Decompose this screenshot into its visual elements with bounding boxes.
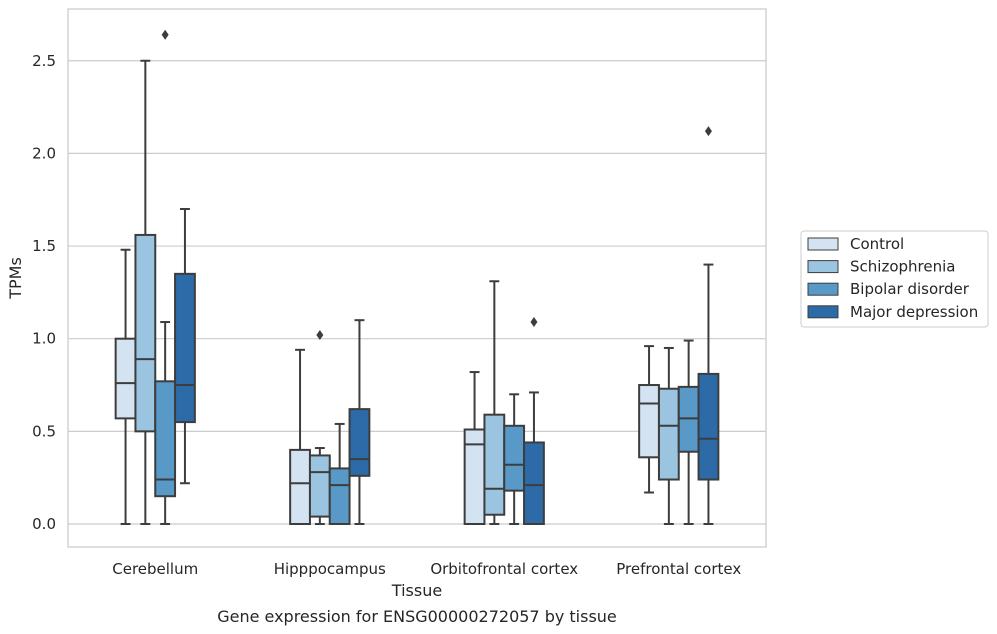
chart-caption: Gene expression for ENSG00000272057 by t… — [217, 607, 617, 626]
box-body — [503, 424, 526, 492]
y-tick-label: 1.5 — [32, 237, 56, 255]
outlier-point — [704, 126, 712, 137]
box-3-1 — [657, 346, 680, 525]
box-2-2 — [503, 393, 526, 525]
box-0-2 — [154, 29, 177, 525]
box-body — [523, 441, 545, 525]
box-body — [657, 387, 680, 481]
box-body — [114, 337, 137, 420]
y-tick-label: 2.5 — [32, 52, 56, 70]
box-1-3 — [348, 319, 371, 525]
outlier-point — [161, 29, 169, 40]
box-1-1 — [308, 329, 331, 525]
box-body — [289, 448, 311, 526]
legend-label: Major depression — [850, 303, 978, 321]
box-1-0 — [289, 348, 311, 526]
y-tick-label: 0.0 — [32, 515, 56, 533]
box-layer — [114, 29, 720, 526]
box-body — [328, 467, 351, 526]
outlier-point — [530, 317, 538, 328]
box-body — [697, 372, 720, 481]
legend: Control Schizophrenia Bipolar disorder Majo… — [800, 230, 989, 328]
box-body — [134, 233, 157, 433]
box-body — [348, 408, 371, 477]
x-tick-label: Hipppocampus — [274, 560, 386, 578]
legend-label: Schizophrenia — [850, 258, 955, 276]
box-3-0 — [638, 345, 660, 494]
y-tick-labels: 0.0 0.5 1.0 1.5 2.0 2.5 — [32, 52, 56, 533]
y-tick-label: 0.5 — [32, 422, 56, 440]
x-tick-label: Orbitofrontal cortex — [430, 560, 578, 578]
x-tick-label: Cerebellum — [112, 560, 198, 578]
legend-swatch — [807, 282, 839, 296]
x-tick-label: Prefrontal cortex — [616, 560, 741, 578]
plot-area-frame — [67, 8, 767, 548]
box-0-0 — [114, 248, 137, 525]
box-2-3 — [523, 317, 545, 525]
x-tick-labels: Cerebellum Hipppocampus Orbitofrontal cort… — [112, 560, 741, 578]
box-body — [174, 272, 196, 424]
legend-swatch — [807, 260, 839, 274]
legend-swatch — [807, 237, 839, 251]
box-body — [483, 413, 506, 516]
y-tick-label: 1.0 — [32, 330, 56, 348]
legend-label: Control — [850, 235, 904, 253]
legend-label: Bipolar disorder — [850, 280, 970, 298]
y-axis-label: TPMs — [6, 257, 25, 300]
box-3-3 — [697, 126, 720, 525]
y-tick-label: 2.0 — [32, 144, 56, 162]
box-0-3 — [174, 207, 196, 485]
box-3-2 — [677, 339, 700, 525]
legend-swatch — [807, 305, 839, 319]
box-body — [308, 454, 331, 518]
box-0-1 — [134, 59, 157, 525]
box-body — [154, 380, 177, 498]
box-body — [638, 384, 660, 459]
box-2-1 — [483, 280, 506, 525]
legend-frame — [800, 230, 989, 328]
x-axis-label: Tissue — [391, 581, 442, 600]
box-1-2 — [328, 422, 351, 526]
outlier-point — [316, 329, 324, 340]
box-2-0 — [463, 371, 486, 526]
